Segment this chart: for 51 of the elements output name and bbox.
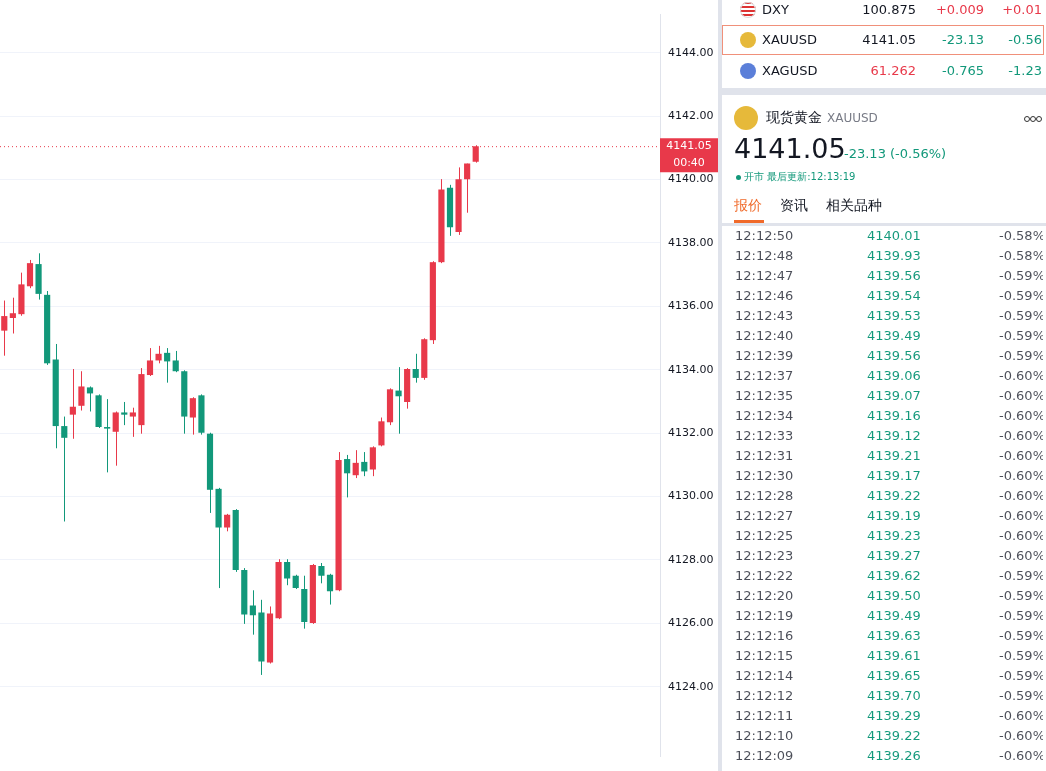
text: XAUUSD [827,111,878,125]
y-tick-label: 4130.00 [668,489,714,503]
y-tick-label: 4140.00 [668,172,714,186]
text: 现货黄金 [766,109,822,127]
text: 12:12:09 4139.26 -0.60% [735,748,1045,766]
text: 12:12:15 4139.61 -0.59% [735,648,1045,666]
text: 12:12:28 4139.22 -0.60% [735,488,1045,506]
text: 12:12:14 4139.65 -0.59% [735,668,1045,686]
y-tick-label: 4126.00 [668,616,714,630]
text: 12:12:27 4139.19 -0.60% [735,508,1045,526]
text: 相关品种 [826,197,882,215]
y-tick-label: 4136.00 [668,299,714,313]
text: 12:12:20 4139.50 -0.59% [735,588,1045,606]
text: 12:12:10 4139.22 -0.60% [735,728,1045,746]
text: 12:12:50 4140.01 -0.58% [735,228,1045,246]
text: 12:12:47 4139.56 -0.59% [735,268,1045,286]
text: 12:12:37 4139.06 -0.60% [735,368,1045,386]
y-tick-label: 4142.00 [668,108,714,122]
text: 12:12:31 4139.21 -0.60% [735,448,1045,466]
text: 12:12:33 4139.12 -0.60% [735,428,1045,446]
y-tick-label: 4124.00 [668,679,714,693]
y-tick-label: 4144.00 [668,45,714,59]
text: XAGUSD 61.262 -0.765 -1.23 [762,63,1042,78]
y-tick-label: 4128.00 [668,552,714,566]
text: 报价 [734,197,762,215]
text: 12:12:34 4139.16 -0.60% [735,408,1045,426]
text: 开市 最后更新:12:13:19 [744,170,856,184]
text: 12:12:30 4139.17 -0.60% [735,468,1045,486]
y-tick-label: 4138.00 [668,235,714,249]
ref-line-label: 4141.05 [666,139,712,153]
text: 12:12:40 4139.49 -0.59% [735,328,1045,346]
text: 资讯 [780,197,808,215]
text: 12:12:43 4139.53 -0.59% [735,308,1045,326]
text: 12:12:35 4139.07 -0.60% [735,388,1045,406]
text: 12:12:48 4139.93 -0.58% [735,248,1045,266]
text: DXY 100.875 +0.009 +0.01 [762,2,1042,17]
text: 12:12:19 4139.49 -0.59% [735,608,1045,626]
text: 12:12:11 4139.29 -0.60% [735,708,1045,726]
text: 4141.05 [734,133,846,164]
text: -23.13 (-0.56%) [844,146,947,161]
text: 12:12:16 4139.63 -0.59% [735,628,1045,646]
y-tick-label: 4134.00 [668,362,714,376]
text: 12:12:12 4139.70 -0.59% [735,688,1045,706]
text: 12:12:22 4139.62 -0.59% [735,568,1045,586]
text: 12:12:25 4139.23 -0.60% [735,528,1045,546]
text: 12:12:23 4139.27 -0.60% [735,548,1045,566]
y-tick-label: 4132.00 [668,425,714,439]
text: 12:12:46 4139.54 -0.59% [735,288,1045,306]
text: 00:40 [673,156,705,170]
text: 12:12:39 4139.56 -0.59% [735,348,1045,366]
text: XAUUSD 4141.05 -23.13 -0.56 [762,32,1042,47]
